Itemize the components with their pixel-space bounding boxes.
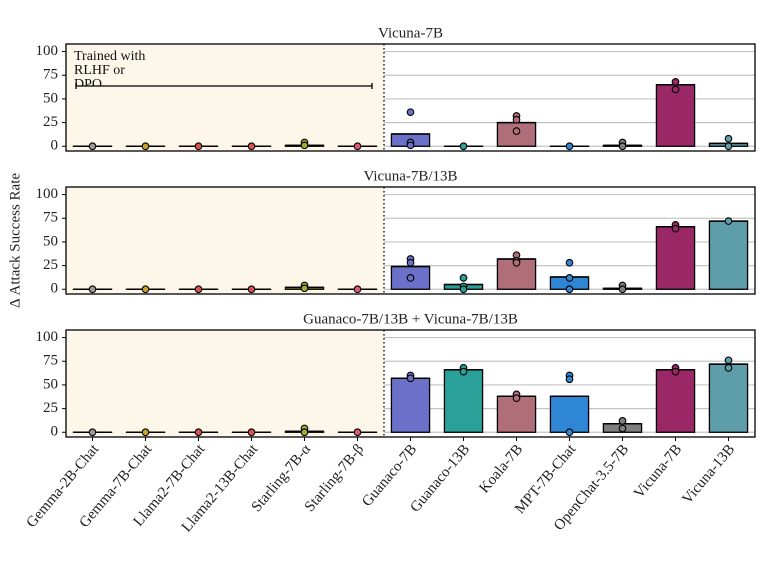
bar (655, 226, 696, 290)
data-point (565, 274, 574, 282)
axes-frame (65, 186, 756, 295)
data-point (565, 285, 574, 294)
data-point (300, 141, 309, 150)
data-point (671, 224, 680, 233)
bar (708, 220, 749, 290)
data-point (512, 258, 521, 267)
data-point (512, 115, 521, 124)
data-point (300, 428, 309, 437)
data-point (141, 428, 150, 437)
data-point (565, 428, 574, 437)
data-point (247, 142, 256, 151)
data-point (141, 142, 150, 151)
data-point (406, 258, 415, 267)
data-point (406, 141, 415, 150)
data-point (512, 127, 521, 135)
data-point (194, 428, 203, 437)
data-point (194, 142, 203, 151)
panel-title: Vicuna-7B/13B (363, 168, 457, 184)
bar (443, 369, 484, 433)
data-point (618, 142, 627, 151)
bar (708, 363, 749, 433)
data-point (88, 285, 97, 294)
bar (655, 369, 696, 433)
data-point (618, 424, 627, 433)
x-tick-label: Vicuna-7B (631, 441, 685, 501)
data-point (565, 375, 574, 384)
bar (549, 395, 590, 433)
y-tick-label: 75 (43, 353, 58, 369)
panel-title: Guanaco-7B/13B + Vicuna-7B/13B (303, 311, 518, 327)
data-point (353, 142, 362, 151)
y-tick-label: 50 (43, 376, 58, 392)
y-tick-label: 75 (43, 67, 58, 83)
y-tick-label: 25 (43, 400, 58, 416)
data-point (88, 428, 97, 437)
x-tick-label: Koala-7B (476, 441, 526, 496)
bar (496, 395, 537, 433)
data-point (512, 394, 521, 403)
data-point (724, 134, 733, 143)
y-tick-label: 100 (36, 43, 59, 59)
data-point (88, 142, 97, 151)
data-point (247, 428, 256, 437)
y-tick-label: 100 (36, 186, 59, 202)
data-point (459, 274, 468, 282)
y-tick-label: 0 (51, 281, 59, 297)
annotation: Trained with RLHF or DPO. (74, 50, 146, 86)
y-axis-label: Δ Attack Success Rate (7, 173, 23, 308)
y-tick-label: 50 (43, 90, 58, 106)
y-tick-label: 25 (43, 257, 58, 273)
data-point (141, 285, 150, 294)
y-tick-label: 50 (43, 233, 58, 249)
y-tick-label: 0 (51, 138, 59, 154)
data-point (671, 78, 680, 86)
shaded-region (66, 44, 384, 151)
data-point (565, 258, 574, 267)
shaded-region (66, 330, 384, 437)
data-point (300, 284, 309, 293)
y-tick-label: 75 (43, 210, 58, 226)
data-point (194, 285, 203, 294)
data-point (724, 364, 733, 372)
data-point (459, 367, 468, 376)
data-point (671, 367, 680, 376)
data-point (406, 274, 415, 282)
y-tick-label: 0 (51, 424, 59, 440)
data-point (459, 285, 468, 294)
data-point (353, 428, 362, 437)
data-point (353, 285, 362, 294)
data-point (406, 374, 415, 383)
panel-title: Vicuna-7B (378, 25, 443, 41)
shaded-region (66, 187, 384, 294)
axes-frame (65, 43, 756, 152)
data-point (724, 142, 733, 151)
y-tick-label: 25 (43, 114, 58, 130)
data-point (459, 142, 468, 151)
data-point (247, 285, 256, 294)
data-point (671, 85, 680, 94)
x-tick-label: Vicuna-13B (679, 441, 738, 507)
data-point (618, 417, 627, 425)
y-tick-label: 100 (36, 329, 59, 345)
data-point (724, 356, 733, 365)
data-point (724, 217, 733, 225)
bar (655, 84, 696, 147)
annotation-box: Trained with RLHF or DPO. (74, 50, 146, 86)
bar (390, 377, 431, 433)
data-point (565, 142, 574, 151)
data-point (406, 108, 415, 117)
data-point (618, 285, 627, 294)
